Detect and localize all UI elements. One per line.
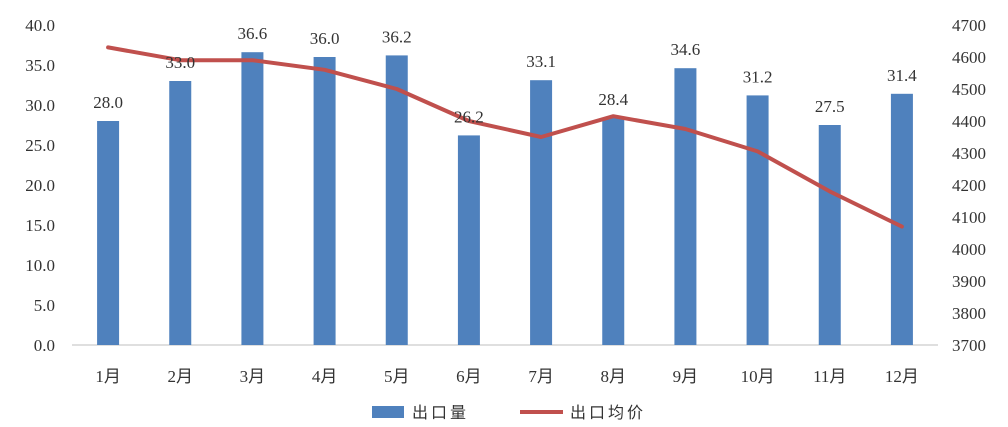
x-tick-label: 12月 (885, 367, 919, 386)
legend-label: 出口量 (412, 404, 469, 422)
y-right-tick-label: 4000 (952, 240, 986, 259)
y-left-tick-label: 35.0 (25, 56, 55, 75)
bar (313, 57, 336, 345)
y-left-tick-label: 40.0 (25, 16, 55, 35)
bar (97, 121, 120, 345)
bar (890, 93, 913, 345)
x-tick-label: 2月 (168, 367, 194, 386)
x-tick-label: 8月 (601, 367, 627, 386)
y-right-tick-label: 3900 (952, 272, 986, 291)
data-label: 36.0 (310, 29, 340, 48)
y-right-tick-label: 4200 (952, 176, 986, 195)
bar (818, 125, 841, 345)
data-label: 28.4 (598, 90, 628, 109)
data-label: 33.0 (165, 53, 195, 72)
y-right-tick-label: 4400 (952, 112, 986, 131)
bar (530, 80, 553, 345)
y-right-tick-label: 3800 (952, 304, 986, 323)
y-left-tick-label: 0.0 (34, 336, 55, 355)
data-label: 36.6 (238, 24, 268, 43)
bar (602, 117, 625, 345)
bar (457, 135, 480, 345)
data-label: 36.2 (382, 27, 412, 46)
bar (385, 55, 408, 346)
x-tick-label: 5月 (384, 367, 410, 386)
x-tick-label: 11月 (813, 367, 846, 386)
y-right-tick-label: 3700 (952, 336, 986, 355)
x-tick-label: 6月 (456, 367, 482, 386)
data-label: 28.0 (93, 93, 123, 112)
line-series (106, 45, 904, 229)
y-left-tick-label: 5.0 (34, 296, 55, 315)
x-tick-label: 3月 (240, 367, 266, 386)
y-right-tick-label: 4100 (952, 208, 986, 227)
data-label: 26.2 (454, 107, 484, 126)
bar (746, 95, 769, 346)
bar (169, 81, 192, 345)
y-left-tick-label: 25.0 (25, 136, 55, 155)
x-tick-label: 7月 (528, 367, 554, 386)
y-left-tick-label: 30.0 (25, 96, 55, 115)
data-label: 33.1 (526, 52, 556, 71)
y-left-tick-label: 15.0 (25, 216, 55, 235)
x-tick-label: 4月 (312, 367, 338, 386)
x-tick-label: 1月 (95, 367, 121, 386)
x-tick-label: 9月 (673, 367, 699, 386)
y-left-tick-label: 20.0 (25, 176, 55, 195)
legend: 出口量 出口均价 (372, 404, 646, 422)
legend-swatch-bar (372, 406, 404, 418)
y-right-tick-label: 4300 (952, 144, 986, 163)
data-label: 34.6 (671, 40, 701, 59)
plot-area: 0.0 5.0 10.0 15.0 20.0 25.0 30.0 35.0 40.0 3700 38… (25, 16, 986, 386)
bar (241, 52, 264, 345)
bar (674, 68, 697, 345)
legend-label: 出口均价 (570, 404, 646, 422)
y-right-tick-label: 4700 (952, 16, 986, 35)
y-left-tick-label: 10.0 (25, 256, 55, 275)
y-right-tick-label: 4500 (952, 80, 986, 99)
data-label: 27.5 (815, 97, 845, 116)
x-tick-label: 10月 (741, 367, 775, 386)
data-label: 31.4 (887, 66, 917, 85)
y-right-tick-label: 4600 (952, 48, 986, 67)
data-label: 31.2 (743, 67, 773, 86)
